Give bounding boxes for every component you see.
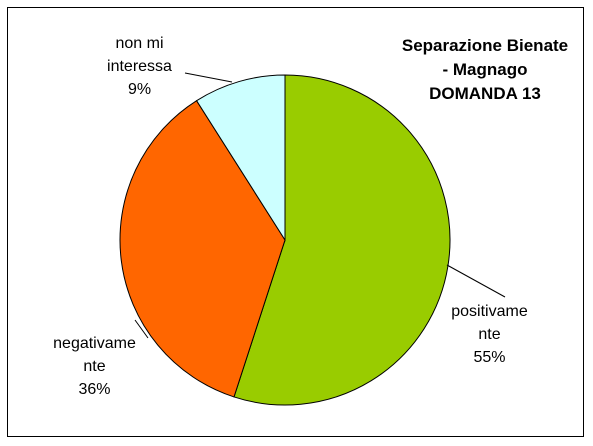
category-label: negativamente: [53, 335, 136, 375]
slice-label: negativamente 36%: [52, 332, 137, 401]
slice-label: positivamente 55%: [447, 300, 532, 369]
category-label: non mi interessa: [107, 35, 172, 75]
leader-line: [184, 72, 233, 83]
value-label: 55%: [473, 349, 506, 366]
pie-slice: [195, 74, 286, 242]
value-label: 36%: [78, 381, 111, 398]
leader-line: [446, 264, 506, 298]
chart-title: Separazione Bienate - Magnago DOMANDA 13: [401, 36, 569, 103]
slice-label: non mi interessa 9%: [97, 32, 182, 101]
leader-line: [134, 319, 149, 339]
chart-frame: [7, 7, 584, 437]
category-label: positivamente: [451, 303, 528, 343]
pie-slice: [119, 99, 286, 398]
value-label: 9%: [127, 81, 152, 98]
